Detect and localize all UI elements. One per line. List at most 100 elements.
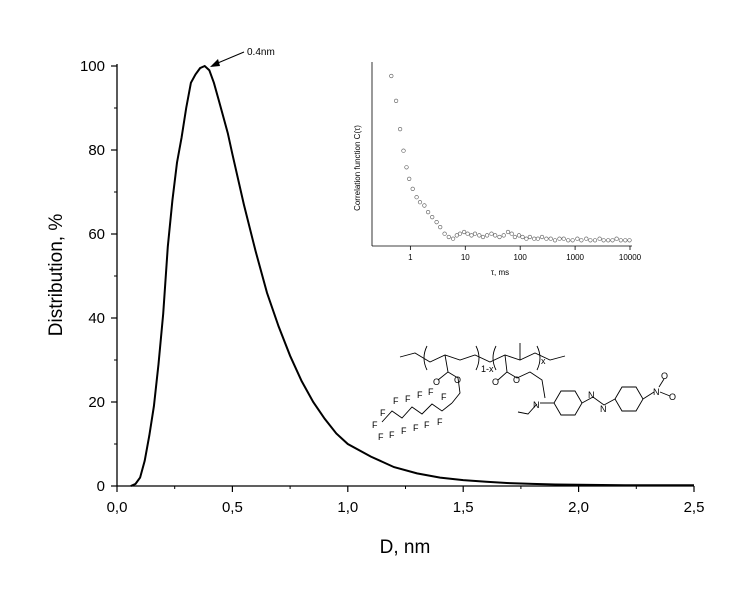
nitro-o1-bond bbox=[658, 378, 665, 388]
inset-data-point bbox=[426, 210, 431, 215]
inset-data-point bbox=[532, 236, 537, 241]
y-tick-label: 20 bbox=[88, 394, 105, 411]
atom-f: F bbox=[393, 396, 399, 406]
inset-data-point bbox=[465, 231, 470, 236]
peak-arrow-head bbox=[210, 59, 220, 67]
inset-data-point bbox=[505, 229, 511, 235]
x-tick-label: 0,0 bbox=[107, 499, 128, 516]
inset-data-point bbox=[524, 236, 529, 241]
inset-data-point bbox=[579, 238, 584, 243]
atom-f: F bbox=[437, 417, 443, 427]
ester-1-o bbox=[447, 371, 461, 404]
x-tick-label: 1,0 bbox=[337, 499, 358, 516]
inset-data-point bbox=[417, 200, 423, 205]
inset-data-point bbox=[422, 203, 427, 208]
atom-n-azo-2: N bbox=[600, 404, 607, 414]
inset-data-point bbox=[454, 233, 459, 238]
benzene-ring-2 bbox=[614, 386, 644, 412]
x-tick-label: 0,5 bbox=[222, 499, 243, 516]
nitro-bond bbox=[642, 391, 655, 400]
atom-n-nitro: N bbox=[653, 387, 660, 397]
inset-data-point bbox=[404, 165, 409, 170]
inset-data-point bbox=[407, 176, 412, 181]
inset-data-point bbox=[610, 238, 615, 243]
inset-data-point bbox=[627, 238, 632, 243]
x-tick-label: 1,5 bbox=[453, 499, 474, 516]
inset-data-point bbox=[485, 233, 490, 238]
inset-x-axis-title: τ, ms bbox=[491, 268, 509, 277]
inset-data-point bbox=[489, 231, 494, 236]
atom-o-nitro-2: O bbox=[669, 392, 676, 402]
sub-x: x bbox=[541, 356, 546, 366]
inset-data-point bbox=[614, 236, 619, 241]
inset-data-point bbox=[512, 234, 518, 240]
inset-data-point bbox=[509, 231, 514, 236]
atom-f: F bbox=[378, 432, 384, 442]
inset-x-tick-label: 10 bbox=[461, 253, 470, 262]
sub-1x: 1-x bbox=[481, 364, 494, 374]
atom-o-2: O bbox=[454, 375, 461, 385]
inset-data-point bbox=[535, 236, 541, 241]
atom-o-nitro-1: O bbox=[661, 371, 668, 381]
inset-data-point bbox=[557, 236, 562, 241]
inset-data-point bbox=[592, 238, 598, 243]
inset-data-point bbox=[618, 238, 623, 243]
inset-x-tick-label: 1 bbox=[408, 253, 413, 262]
inset-data-point bbox=[434, 220, 439, 225]
inset-data-point bbox=[414, 195, 419, 200]
inset-data-point bbox=[398, 127, 403, 132]
inset-data-point bbox=[462, 229, 467, 235]
x-tick-label: 2,5 bbox=[684, 499, 705, 516]
atom-f: F bbox=[401, 426, 407, 436]
atom-n-azo-1: N bbox=[588, 390, 595, 400]
y-tick-label: 40 bbox=[88, 310, 105, 327]
atom-f: F bbox=[413, 423, 419, 433]
inset-data-point bbox=[561, 236, 566, 241]
atom-o-4: O bbox=[513, 375, 520, 385]
bracket-left-2 bbox=[492, 345, 497, 371]
inset-data-point bbox=[497, 234, 502, 240]
y-tick-label: 60 bbox=[88, 226, 105, 243]
peak-annotation: 0.4nm bbox=[247, 47, 275, 58]
inset-data-point bbox=[552, 238, 558, 243]
inset-x-tick-label: 1000 bbox=[566, 253, 584, 262]
inset-data-point bbox=[457, 231, 463, 236]
atom-f: F bbox=[372, 420, 378, 430]
inset-data-point bbox=[544, 236, 549, 241]
inset-data-point bbox=[597, 236, 602, 241]
polymer-backbone bbox=[399, 352, 566, 363]
bracket-left-1 bbox=[423, 345, 428, 371]
y-axis-title: Distribution, % bbox=[46, 214, 67, 337]
x-axis-title: D, nm bbox=[380, 537, 431, 558]
atom-f: F bbox=[428, 387, 434, 397]
inset-data-point bbox=[477, 233, 482, 238]
inset-data-point bbox=[548, 236, 553, 241]
chemical-structure bbox=[381, 343, 671, 423]
inset-data-point bbox=[520, 234, 525, 240]
inset-data-point bbox=[527, 234, 533, 240]
inset-data-point bbox=[606, 238, 611, 243]
atom-f: F bbox=[405, 394, 411, 404]
inset-data-point bbox=[446, 234, 451, 240]
atom-n-amine: N bbox=[533, 400, 540, 410]
inset-data-point bbox=[584, 236, 589, 241]
inset-data-point bbox=[451, 236, 456, 241]
inset-data-point bbox=[394, 98, 399, 103]
x-tick-label: 2,0 bbox=[568, 499, 589, 516]
inset-data-point bbox=[575, 236, 580, 241]
y-tick-label: 0 bbox=[97, 478, 105, 495]
inset-data-point bbox=[472, 231, 478, 236]
inset-data-point bbox=[588, 238, 593, 243]
inset-data-point bbox=[501, 233, 506, 238]
atom-f: F bbox=[441, 392, 447, 402]
inset-data-point bbox=[442, 231, 447, 236]
benzene-ring-1 bbox=[553, 390, 583, 416]
fluoro-chain bbox=[381, 402, 453, 423]
distribution-series-line bbox=[130, 64, 694, 487]
inset-x-tick-label: 100 bbox=[514, 253, 528, 262]
inset-y-axis-title: Correlation function C(τ) bbox=[353, 125, 362, 211]
atom-o-3: O bbox=[492, 377, 499, 387]
